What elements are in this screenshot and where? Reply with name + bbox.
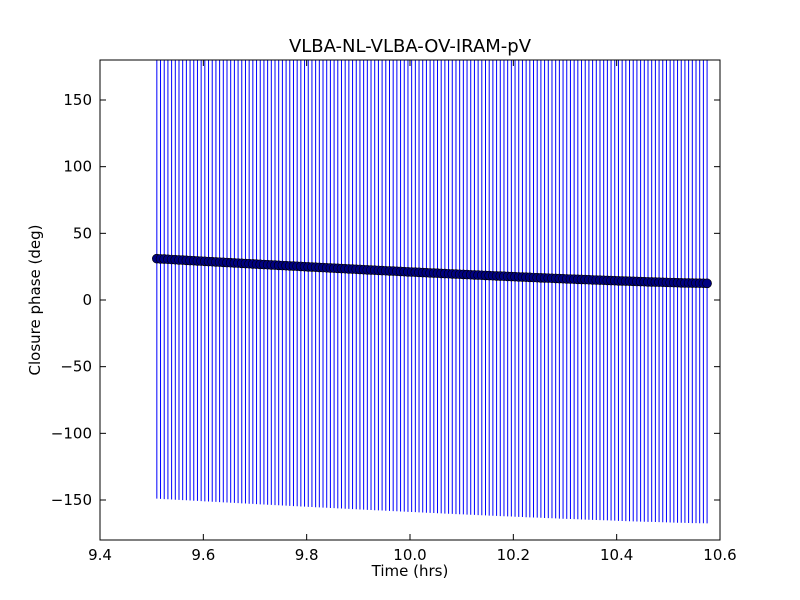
data-point bbox=[702, 278, 712, 289]
x-tick-label: 10.2 bbox=[497, 546, 530, 564]
y-tick-label: 150 bbox=[63, 91, 92, 109]
x-tick-label: 9.4 bbox=[88, 546, 112, 564]
chart-title: VLBA-NL-VLBA-OV-IRAM-pV bbox=[289, 36, 532, 57]
y-tick-label: 100 bbox=[63, 158, 92, 176]
y-tick-label: 50 bbox=[73, 224, 92, 242]
x-axis-label: Time (hrs) bbox=[371, 562, 449, 580]
error-bars bbox=[156, 60, 708, 524]
x-tick-label: 10.0 bbox=[393, 546, 426, 564]
x-tick-label: 10.4 bbox=[600, 546, 633, 564]
axis-ticks: 9.4 9.6 9.8 10.0 10.2 10.4 10.6 −150 −100 −50 0 50 1… bbox=[51, 60, 737, 564]
y-tick-label: −50 bbox=[60, 358, 92, 376]
y-axis-label: Closure phase (deg) bbox=[26, 225, 44, 376]
data-points bbox=[152, 253, 712, 289]
y-tick-label: −150 bbox=[51, 491, 92, 509]
plot-area bbox=[152, 60, 712, 524]
y-tick-label: −100 bbox=[51, 424, 92, 442]
y-tick-label: 0 bbox=[82, 291, 92, 309]
x-tick-label: 10.6 bbox=[703, 546, 736, 564]
x-tick-label: 9.8 bbox=[295, 546, 319, 564]
x-tick-label: 9.6 bbox=[191, 546, 215, 564]
